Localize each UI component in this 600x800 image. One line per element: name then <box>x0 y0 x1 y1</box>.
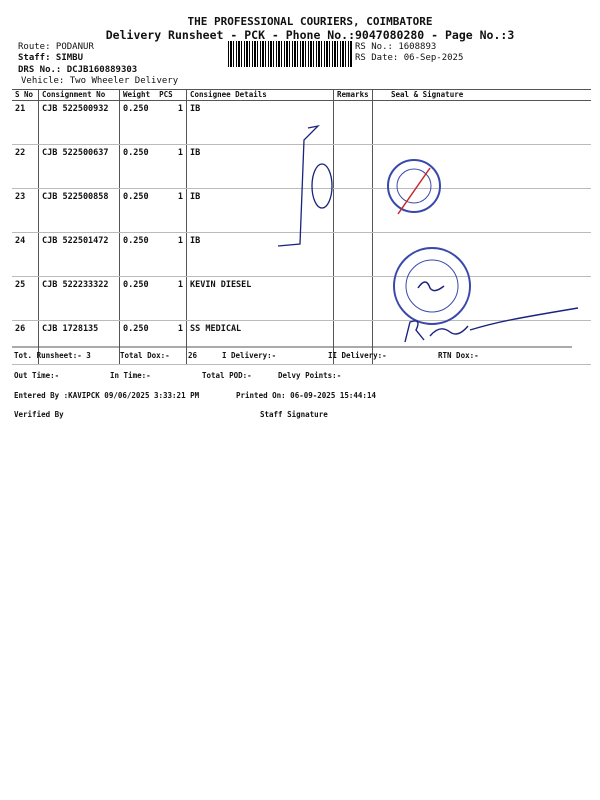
sno: 24 <box>12 232 39 277</box>
weight: 0.250 <box>123 280 149 290</box>
route: Route: PODANUR <box>18 42 94 52</box>
rs-date: RS Date: 06-Sep-2025 <box>355 53 464 63</box>
consignee: IB <box>186 232 334 277</box>
total-pod: Total POD:- <box>202 371 252 380</box>
weight-pcs: 0.250 1 <box>119 320 187 365</box>
runsheet-subtitle: Delivery Runsheet - PCK - Phone No.:9047… <box>105 28 515 42</box>
weight-pcs: 0.250 1 <box>119 232 187 277</box>
seal <box>372 276 591 321</box>
sno: 26 <box>12 320 39 365</box>
sno: 25 <box>12 276 39 321</box>
vehicle: Vehicle: Two Wheeler Delivery <box>21 76 179 86</box>
consignment-no: CJB 522500858 <box>38 188 120 233</box>
pcs: 1 <box>177 104 183 114</box>
staff-signature: Staff Signature <box>260 410 328 419</box>
remarks <box>333 276 373 321</box>
seal-stamp-1 <box>387 159 441 213</box>
rs-no: RS No.: 1608893 <box>355 42 437 52</box>
pcs: 1 <box>177 236 183 246</box>
sno: 21 <box>12 100 39 145</box>
col-seal: Seal & Signature <box>372 89 591 101</box>
weight-pcs: 0.250 1 <box>119 100 187 145</box>
weight-pcs: 0.250 1 <box>119 144 187 189</box>
seal <box>372 100 591 145</box>
bracket-mark <box>277 124 320 247</box>
consignee: IB <box>186 100 334 145</box>
consignment-no: CJB 522500637 <box>38 144 120 189</box>
col-pcs: PCS <box>159 90 173 99</box>
total-dox-value: 26 <box>188 351 198 360</box>
table-row: 26 CJB 1728135 0.250 1 SS MEDICAL <box>12 320 591 365</box>
consignee: SS MEDICAL <box>186 320 334 365</box>
seal <box>372 232 591 277</box>
pcs: 1 <box>177 148 183 158</box>
weight: 0.250 <box>123 324 149 334</box>
out-time: Out Time:- <box>14 371 60 380</box>
weight: 0.250 <box>123 192 149 202</box>
circled-number <box>311 163 333 209</box>
rtn-dox: RTN Dox:- <box>438 351 479 360</box>
consignment-no: CJB 1728135 <box>38 320 120 365</box>
table-row: 24 CJB 522501472 0.250 1 IB <box>12 232 591 277</box>
in-time: In Time:- <box>110 371 151 380</box>
consignee: IB <box>186 144 334 189</box>
col-sno: S No <box>12 89 39 101</box>
total-dox: Total Dox:- <box>120 351 170 360</box>
consignee: IB <box>186 188 334 233</box>
col-consignment: Consignment No <box>38 89 120 101</box>
consignment-no: CJB 522233322 <box>38 276 120 321</box>
consignment-no: CJB 522500932 <box>38 100 120 145</box>
barcode <box>228 41 352 67</box>
col-remarks: Remarks <box>333 89 373 101</box>
printed-on: Printed On: 06-09-2025 15:44:14 <box>236 391 376 400</box>
tot-runsheet: Tot. Runsheet:- 3 <box>14 351 91 360</box>
consignee: KEVIN DIESEL <box>186 276 334 321</box>
table-row: 23 CJB 522500858 0.250 1 IB <box>12 188 591 233</box>
pcs: 1 <box>177 280 183 290</box>
ii-delivery: II Delivery:- <box>328 351 387 360</box>
sno: 23 <box>12 188 39 233</box>
table-row: 25 CJB 522233322 0.250 1 KEVIN DIESEL <box>12 276 591 321</box>
table-row: 21 CJB 522500932 0.250 1 IB <box>12 100 591 145</box>
table-row: 22 CJB 522500637 0.250 1 IB <box>12 144 591 189</box>
sno: 22 <box>12 144 39 189</box>
remarks <box>333 188 373 233</box>
staff: Staff: SIMBU <box>18 53 84 63</box>
weight-pcs: 0.250 1 <box>119 276 187 321</box>
seal <box>372 144 591 189</box>
remarks <box>333 320 373 365</box>
weight-pcs: 0.250 1 <box>119 188 187 233</box>
consignment-table: S No Consignment No Weight PCS Consignee… <box>12 89 591 365</box>
col-consignee: Consignee Details <box>186 89 334 101</box>
seal-stamp-2 <box>393 247 471 325</box>
remarks <box>333 232 373 277</box>
company-title: THE PROFESSIONAL COURIERS, COIMBATORE <box>187 15 433 28</box>
table-header: S No Consignment No Weight PCS Consignee… <box>12 89 591 101</box>
i-delivery: I Delivery:- <box>222 351 277 360</box>
remarks <box>333 100 373 145</box>
weight: 0.250 <box>123 104 149 114</box>
pcs: 1 <box>177 324 183 334</box>
verified-by: Verified By <box>14 410 64 419</box>
weight: 0.250 <box>123 236 149 246</box>
col-weight: Weight <box>123 90 151 99</box>
pcs: 1 <box>177 192 183 202</box>
weight: 0.250 <box>123 148 149 158</box>
consignment-no: CJB 522501472 <box>38 232 120 277</box>
delvy-points: Delvy Points:- <box>278 371 342 380</box>
entered-by: Entered By :KAVIPCK 09/06/2025 3:33:21 P… <box>14 391 200 400</box>
remarks <box>333 144 373 189</box>
drs-no: DRS No.: DCJB160889303 <box>18 65 138 75</box>
signature-scrawl <box>404 307 579 343</box>
